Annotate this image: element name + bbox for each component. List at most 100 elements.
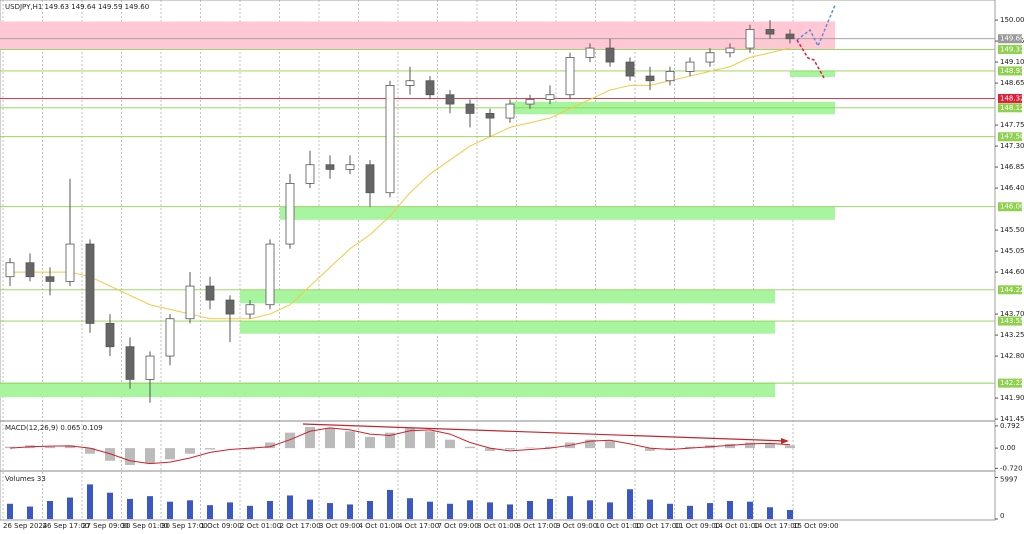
x-tick-label: 9 Oct 09:00 xyxy=(556,522,597,530)
macd-bar xyxy=(445,439,455,449)
volume-bar xyxy=(67,497,73,519)
candle-body xyxy=(65,243,75,282)
level-label-bg xyxy=(998,103,1022,113)
y-tick-label: 143.70 xyxy=(1000,310,1024,318)
macd-bar xyxy=(505,448,515,450)
volume-bar xyxy=(747,501,753,519)
macd-bar xyxy=(345,431,355,449)
x-tick-label: 7 Oct 09:00 xyxy=(438,522,479,530)
candle-body xyxy=(45,276,55,282)
macd-title: MACD(12,26,9) 0.065 0.109 xyxy=(5,424,103,432)
forecast-up xyxy=(796,4,836,48)
volume-bar xyxy=(207,505,213,519)
y-tick-label: 148.65 xyxy=(1000,79,1024,87)
macd-bar xyxy=(45,446,55,449)
macd-bar xyxy=(105,448,115,461)
level-label-bg xyxy=(998,66,1022,76)
candle-body xyxy=(145,355,155,380)
level-label-bg xyxy=(998,378,1022,388)
volume-bar xyxy=(307,499,313,519)
macd-bar xyxy=(185,448,195,454)
candle-body xyxy=(325,164,335,170)
level-label-bg xyxy=(998,44,1022,54)
volume-bar xyxy=(147,496,153,519)
x-tick-label: 4 Oct 01:00 xyxy=(359,522,400,530)
volume-bar xyxy=(287,495,293,519)
x-tick-label: 11 Oct 09:00 xyxy=(675,522,721,530)
volume-bar xyxy=(547,498,553,519)
volume-title: Volumes 33 xyxy=(5,475,46,483)
volume-bar xyxy=(467,500,473,519)
level-label: 143.55 xyxy=(1000,317,1024,325)
x-tick-label: 10 Oct 17:00 xyxy=(635,522,681,530)
macd-bar xyxy=(365,436,375,449)
candle-body xyxy=(425,80,435,96)
volume-bar xyxy=(267,501,273,519)
candle-body xyxy=(625,61,635,77)
volume-bar xyxy=(127,498,133,519)
macd-bar xyxy=(645,448,655,451)
candle-body xyxy=(265,243,275,306)
y-tick-label: 141.45 xyxy=(1000,415,1024,423)
candle-body xyxy=(185,285,195,320)
level-label-bg xyxy=(998,285,1022,295)
x-tick-label: 8 Oct 01:00 xyxy=(477,522,518,530)
level-label: 148.32 xyxy=(1000,94,1024,102)
candle-body xyxy=(345,164,355,170)
forecast-down xyxy=(796,39,825,79)
candle-body xyxy=(505,103,515,119)
candle-body xyxy=(25,262,35,278)
volume-bar xyxy=(587,500,593,519)
macd-bar xyxy=(585,439,595,449)
volume-bar xyxy=(187,500,193,519)
x-tick-label: 1 Oct 09:00 xyxy=(201,522,242,530)
volume-bar xyxy=(7,503,13,519)
candle-body xyxy=(765,28,775,35)
level-label: 147.50 xyxy=(1000,133,1024,141)
x-tick-label: 14 Oct 17:00 xyxy=(754,522,800,530)
macd-bar xyxy=(785,445,795,449)
level-label: 149.60 xyxy=(1000,35,1024,43)
candle-body xyxy=(385,85,395,194)
macd-bar xyxy=(205,448,215,450)
level-label-bg xyxy=(998,93,1022,103)
macd-trend-line xyxy=(302,423,788,442)
level-label: 142.22 xyxy=(1000,379,1024,387)
y-tick-label: 144.60 xyxy=(1000,268,1024,276)
macd-bar xyxy=(425,431,435,449)
x-tick-label: 27 Sep 09:00 xyxy=(82,522,129,530)
plot-frame xyxy=(0,0,996,521)
macd-bar xyxy=(765,443,775,449)
candle-body xyxy=(405,80,415,86)
volume-bar xyxy=(327,503,333,519)
candle-body xyxy=(365,164,375,194)
macd-bar xyxy=(265,442,275,449)
macd-bar xyxy=(405,428,415,449)
level-label: 149.37 xyxy=(1000,45,1024,53)
volume-bar xyxy=(527,501,533,519)
candle-body xyxy=(785,33,795,40)
x-tick-label: 3 Oct 09:00 xyxy=(319,522,360,530)
volume-bar xyxy=(647,499,653,519)
level-label: 144.22 xyxy=(1000,286,1024,294)
zone xyxy=(280,206,835,220)
candle-body xyxy=(645,75,655,82)
y-tick-label: 150.00 xyxy=(1000,16,1024,24)
macd-bar xyxy=(325,428,335,449)
macd-bar xyxy=(465,446,475,449)
macd-bar xyxy=(685,446,695,449)
x-tick-label: 10 Oct 01:00 xyxy=(596,522,642,530)
macd-bar xyxy=(245,448,255,450)
y-tick-label: 145.50 xyxy=(1000,226,1024,234)
volume-bar xyxy=(627,489,633,519)
level-label-bg xyxy=(998,132,1022,142)
level-label-bg xyxy=(998,202,1022,212)
candle-body xyxy=(585,47,595,58)
macd-bar xyxy=(525,447,535,449)
zone xyxy=(240,321,775,334)
macd-bar xyxy=(65,445,75,449)
volume-bar xyxy=(107,492,113,519)
volume-bar xyxy=(27,506,33,519)
candle-body xyxy=(725,47,735,54)
